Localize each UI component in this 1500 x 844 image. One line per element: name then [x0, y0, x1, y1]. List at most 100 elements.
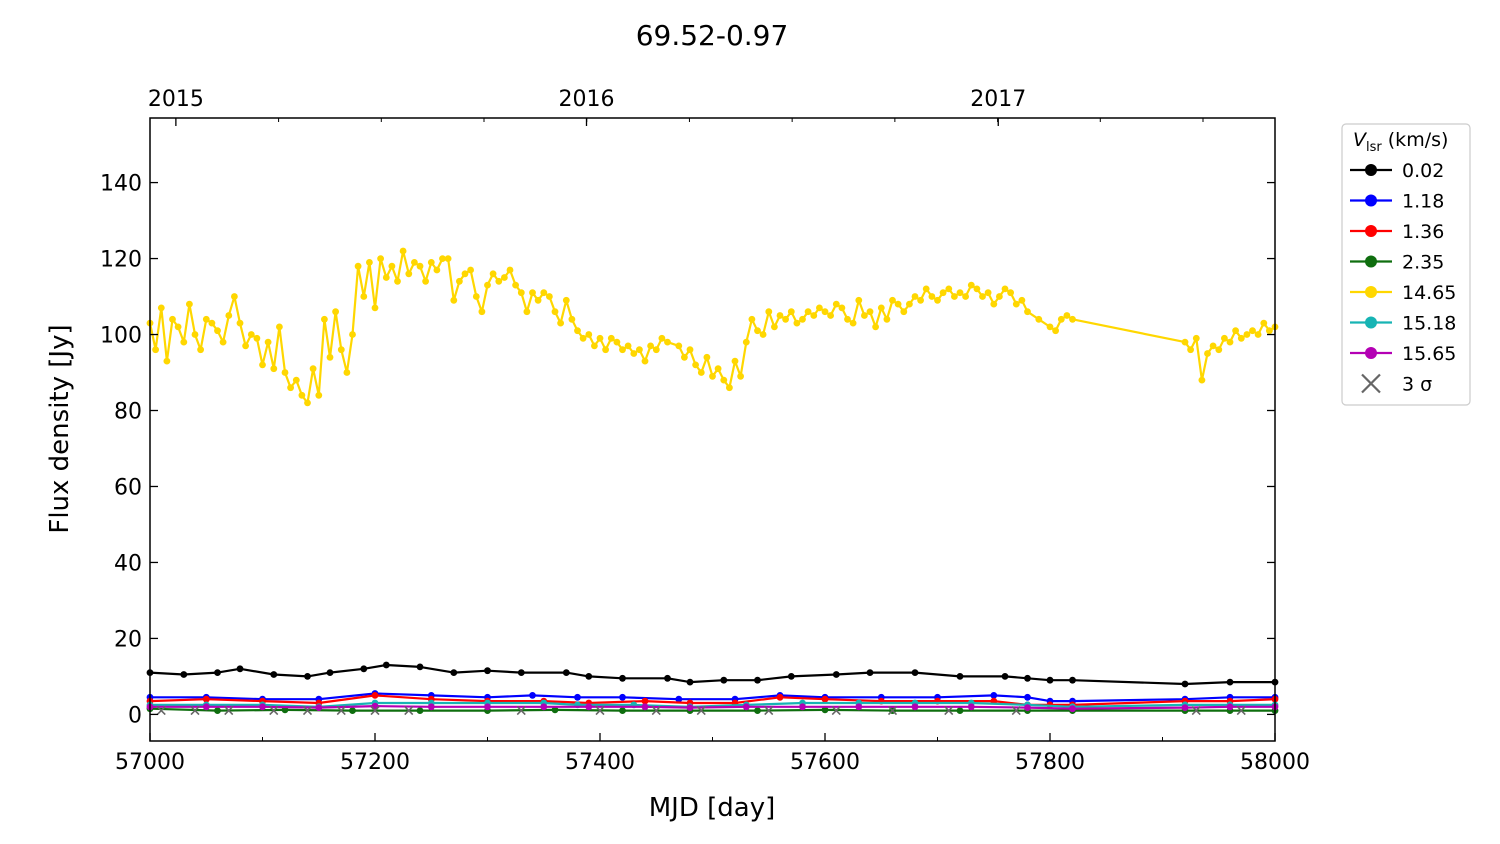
x-tick-label: 57600	[790, 750, 860, 775]
legend-entry-2.35: 2.35	[1350, 252, 1444, 274]
data-point-14.65	[737, 372, 744, 380]
data-point-14.65	[596, 334, 604, 342]
data-point-14.65	[214, 327, 221, 335]
data-point-1.18	[574, 693, 581, 701]
data-point-14.65	[427, 259, 435, 266]
sigma-marker	[516, 706, 526, 716]
data-point-14.65	[962, 293, 969, 300]
data-point-0.02	[1024, 674, 1031, 682]
data-point-0.02	[382, 661, 390, 669]
data-point-14.65	[264, 338, 272, 346]
data-point-14.65	[821, 308, 829, 316]
data-point-14.65	[309, 365, 317, 373]
sigma-marker	[404, 706, 414, 716]
data-point-14.65	[399, 247, 407, 255]
data-point-14.65	[782, 315, 789, 323]
data-point-0.02	[686, 678, 694, 686]
data-point-14.65	[619, 346, 626, 354]
sigma-marker	[696, 706, 706, 716]
data-point-15.65	[540, 703, 548, 711]
data-point-14.65	[157, 304, 165, 312]
data-point-14.65	[1001, 285, 1009, 293]
data-point-14.65	[900, 308, 908, 316]
data-point-1.36	[641, 697, 649, 705]
data-point-0.02	[304, 673, 311, 680]
data-point-14.65	[692, 361, 699, 369]
data-point-14.65	[512, 281, 519, 289]
data-point-14.65	[557, 319, 564, 327]
data-point-14.65	[191, 331, 199, 338]
data-point-14.65	[332, 308, 339, 316]
data-point-14.65	[726, 384, 733, 392]
data-point-14.65	[186, 300, 193, 308]
x-tick-label: 57200	[340, 750, 410, 775]
y-tick-label: 80	[114, 400, 142, 425]
sigma-marker	[1011, 706, 1021, 716]
data-point-1.18	[990, 692, 998, 699]
legend-entry-0.02: 0.02	[1350, 160, 1444, 182]
sigma-marker	[764, 706, 774, 716]
data-point-0.02	[754, 676, 761, 684]
data-point-14.65	[647, 342, 654, 350]
data-point-14.65	[1204, 350, 1211, 357]
data-point-14.65	[1237, 334, 1245, 342]
data-point-14.65	[247, 331, 255, 338]
data-point-14.65	[484, 281, 491, 289]
data-point-14.65	[506, 266, 514, 274]
data-point-14.65	[225, 312, 233, 319]
data-point-14.65	[816, 304, 823, 312]
data-point-14.65	[1012, 300, 1020, 308]
data-point-0.02	[911, 669, 919, 676]
data-point-14.65	[934, 296, 941, 304]
data-point-14.65	[534, 296, 542, 304]
legend-marker	[1365, 194, 1377, 207]
data-point-14.65	[219, 338, 227, 346]
top-tick-label: 2017	[970, 87, 1026, 112]
data-point-14.65	[422, 277, 429, 285]
y-tick-label: 140	[100, 172, 142, 197]
data-point-14.65	[439, 255, 446, 262]
y-tick-label: 20	[114, 627, 142, 652]
data-point-14.65	[523, 308, 531, 316]
data-point-0.02	[720, 676, 728, 684]
data-point-14.65	[169, 315, 176, 323]
data-point-14.65	[1057, 315, 1065, 323]
legend-label: 14.65	[1402, 282, 1456, 304]
sigma-marker	[190, 706, 200, 716]
data-point-14.65	[591, 342, 598, 350]
data-point-14.65	[304, 399, 311, 407]
sigma-marker	[302, 706, 313, 716]
data-point-1.18	[619, 693, 626, 701]
data-point-14.65	[922, 285, 930, 293]
data-point-0.02	[1046, 676, 1054, 684]
x-tick-label: 57800	[1015, 750, 1085, 775]
data-point-0.02	[214, 669, 221, 676]
data-point-0.02	[866, 669, 874, 676]
data-point-14.65	[866, 308, 874, 316]
data-point-15.65	[202, 703, 210, 711]
data-point-15.65	[686, 704, 694, 711]
data-point-14.65	[990, 300, 998, 308]
legend-title-sub: lsr	[1366, 140, 1382, 155]
data-point-14.65	[371, 304, 379, 312]
data-point-14.65	[1018, 296, 1026, 304]
data-point-14.65	[343, 369, 351, 376]
data-point-14.65	[607, 334, 615, 342]
data-point-14.65	[951, 293, 958, 300]
data-point-14.65	[804, 308, 812, 316]
data-point-14.65	[377, 255, 384, 262]
data-point-14.65	[984, 289, 992, 297]
data-point-15.65	[484, 703, 491, 711]
legend-entry-14.65: 14.65	[1350, 282, 1456, 304]
data-point-14.65	[1249, 327, 1256, 335]
data-point-14.65	[1181, 338, 1189, 346]
x-tick-label: 58000	[1240, 750, 1310, 775]
data-point-14.65	[731, 357, 739, 365]
data-point-0.02	[1226, 678, 1234, 686]
data-point-14.65	[810, 312, 818, 319]
data-point-1.36	[821, 695, 829, 703]
data-point-15.65	[967, 703, 975, 711]
data-point-14.65	[945, 285, 953, 293]
data-point-14.65	[787, 308, 795, 316]
data-point-14.65	[697, 369, 705, 376]
